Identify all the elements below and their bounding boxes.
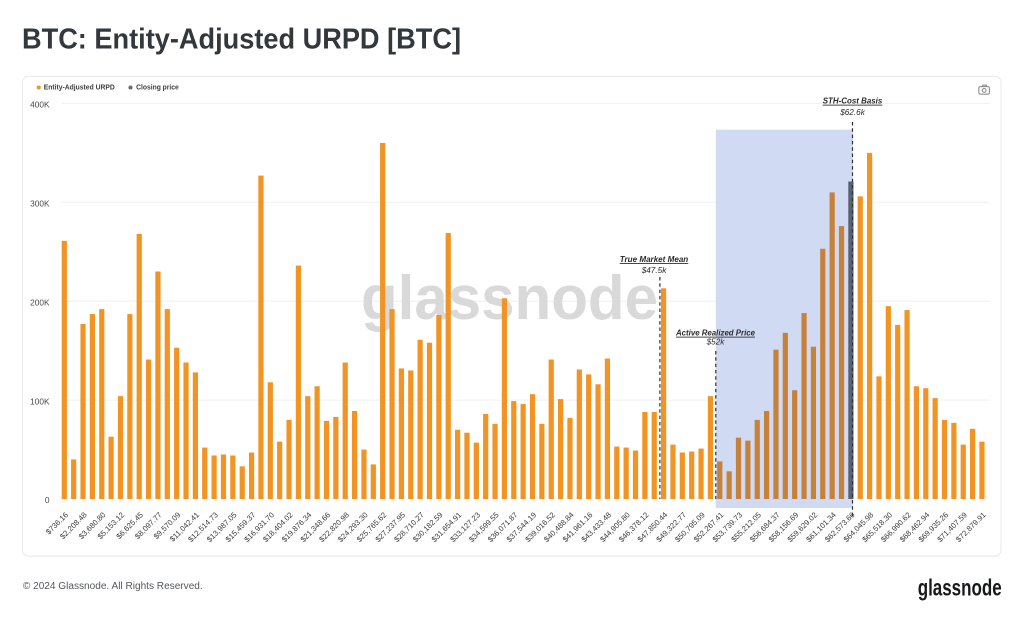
- svg-text:0: 0: [45, 495, 50, 505]
- svg-text:$62.6k: $62.6k: [839, 108, 865, 117]
- svg-text:$47.5k: $47.5k: [641, 266, 667, 275]
- svg-text:Entity-Adjusted URPD: Entity-Adjusted URPD: [44, 85, 115, 92]
- svg-text:glassnode: glassnode: [918, 574, 1002, 600]
- svg-text:Active Realized Price: Active Realized Price: [675, 328, 755, 338]
- svg-text:Closing price: Closing price: [136, 85, 179, 92]
- svg-text:300K: 300K: [30, 199, 50, 209]
- svg-text:BTC: Entity-Adjusted URPD [BTC: BTC: Entity-Adjusted URPD [BTC]: [22, 24, 461, 56]
- svg-text:glassnode: glassnode: [361, 264, 658, 333]
- svg-text:© 2024 Glassnode. All Rights R: © 2024 Glassnode. All Rights Reserved.: [23, 581, 203, 592]
- svg-text:True Market Mean: True Market Mean: [620, 254, 689, 264]
- svg-text:200K: 200K: [30, 297, 50, 307]
- svg-text:100K: 100K: [30, 396, 50, 406]
- svg-text:$52k: $52k: [706, 338, 726, 347]
- svg-text:400K: 400K: [30, 100, 50, 110]
- svg-text:STH-Cost Basis: STH-Cost Basis: [823, 96, 883, 106]
